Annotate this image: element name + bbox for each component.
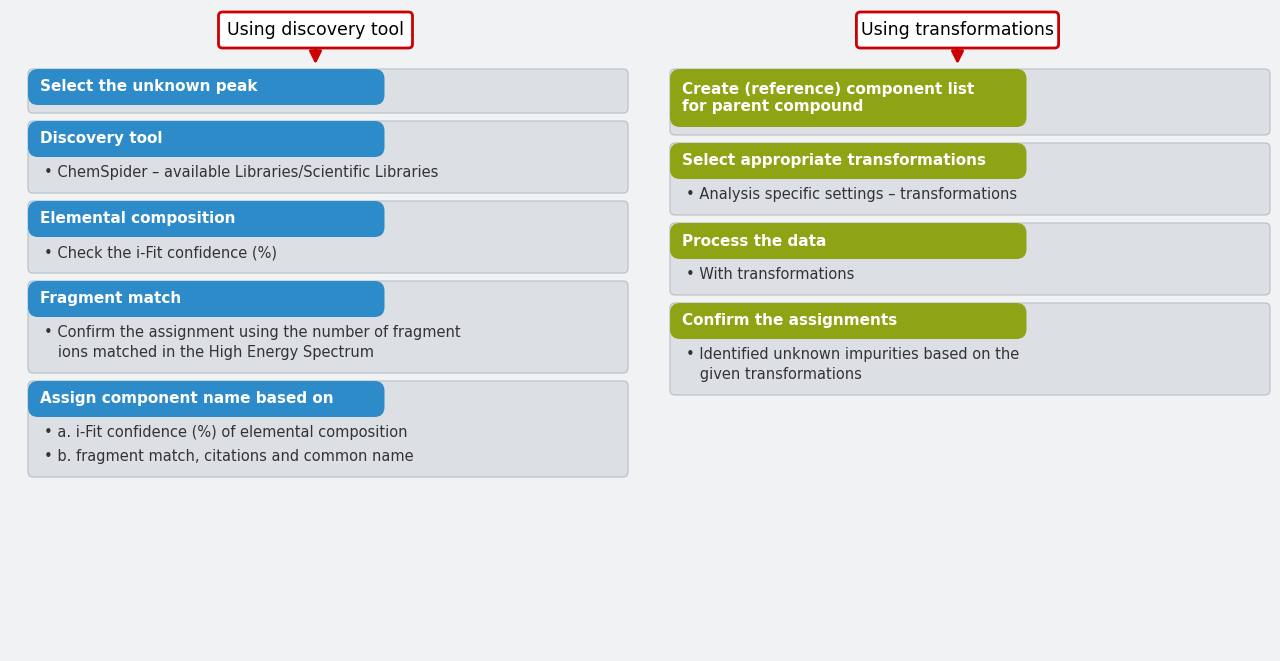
FancyBboxPatch shape [669, 69, 1027, 127]
FancyBboxPatch shape [28, 381, 628, 477]
FancyBboxPatch shape [669, 223, 1027, 259]
FancyBboxPatch shape [28, 121, 384, 157]
Text: Elemental composition: Elemental composition [40, 212, 236, 227]
Text: Select the unknown peak: Select the unknown peak [40, 79, 257, 95]
Text: Using discovery tool: Using discovery tool [227, 21, 404, 39]
Text: Using transformations: Using transformations [861, 21, 1053, 39]
Text: Process the data: Process the data [682, 233, 827, 249]
Text: • b. fragment match, citations and common name: • b. fragment match, citations and commo… [44, 449, 413, 464]
Text: Confirm the assignments: Confirm the assignments [682, 313, 897, 329]
Text: ions matched in the High Energy Spectrum: ions matched in the High Energy Spectrum [44, 345, 374, 360]
FancyBboxPatch shape [28, 69, 628, 113]
Text: given transformations: given transformations [686, 367, 861, 382]
Text: • ChemSpider – available Libraries/Scientific Libraries: • ChemSpider – available Libraries/Scien… [44, 165, 438, 180]
FancyBboxPatch shape [28, 381, 384, 417]
FancyBboxPatch shape [669, 143, 1027, 179]
FancyBboxPatch shape [28, 281, 628, 373]
Text: Discovery tool: Discovery tool [40, 132, 163, 147]
FancyBboxPatch shape [28, 281, 384, 317]
FancyBboxPatch shape [856, 12, 1059, 48]
FancyBboxPatch shape [28, 69, 384, 105]
Text: • Analysis specific settings – transformations: • Analysis specific settings – transform… [686, 187, 1018, 202]
Text: • a. i-Fit confidence (%) of elemental composition: • a. i-Fit confidence (%) of elemental c… [44, 425, 407, 440]
FancyBboxPatch shape [669, 69, 1270, 135]
Text: • Check the i-Fit confidence (%): • Check the i-Fit confidence (%) [44, 245, 276, 260]
Text: Assign component name based on: Assign component name based on [40, 391, 334, 407]
FancyBboxPatch shape [28, 201, 384, 237]
FancyBboxPatch shape [669, 223, 1270, 295]
Text: Select appropriate transformations: Select appropriate transformations [682, 153, 986, 169]
Text: Fragment match: Fragment match [40, 292, 182, 307]
FancyBboxPatch shape [669, 303, 1027, 339]
Text: • With transformations: • With transformations [686, 267, 854, 282]
Text: • Confirm the assignment using the number of fragment: • Confirm the assignment using the numbe… [44, 325, 461, 340]
FancyBboxPatch shape [669, 303, 1270, 395]
FancyBboxPatch shape [28, 201, 628, 273]
FancyBboxPatch shape [28, 121, 628, 193]
Text: • Identified unknown impurities based on the: • Identified unknown impurities based on… [686, 347, 1019, 362]
FancyBboxPatch shape [219, 12, 412, 48]
FancyBboxPatch shape [669, 143, 1270, 215]
Text: for parent compound: for parent compound [682, 99, 864, 114]
Text: Create (reference) component list: Create (reference) component list [682, 82, 974, 97]
